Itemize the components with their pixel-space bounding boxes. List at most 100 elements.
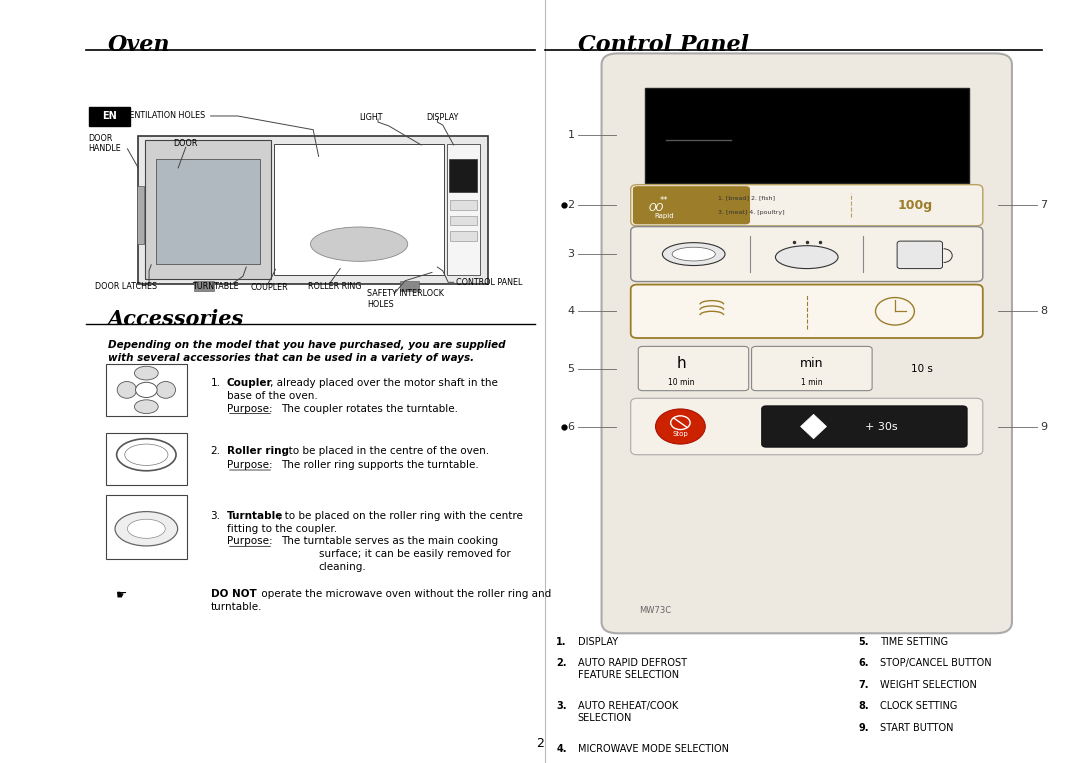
Text: Purpose:: Purpose: (227, 404, 272, 414)
Polygon shape (800, 414, 826, 439)
Text: Accessories: Accessories (108, 309, 244, 329)
Ellipse shape (311, 227, 408, 261)
Text: 7.: 7. (859, 680, 869, 690)
Text: 9.: 9. (859, 723, 869, 732)
Text: min: min (800, 356, 824, 369)
Ellipse shape (135, 366, 158, 380)
Text: TIME SETTING: TIME SETTING (880, 637, 948, 647)
Text: The turntable serves as the main cooking: The turntable serves as the main cooking (281, 536, 498, 546)
Ellipse shape (662, 243, 725, 266)
FancyBboxPatch shape (450, 215, 477, 225)
Text: 8: 8 (1040, 306, 1048, 317)
Text: DISPLAY: DISPLAY (427, 113, 459, 122)
FancyBboxPatch shape (138, 136, 488, 284)
Text: 5: 5 (568, 363, 575, 374)
Text: TURNTABLE: TURNTABLE (192, 282, 239, 291)
Text: START BUTTON: START BUTTON (880, 723, 954, 732)
FancyBboxPatch shape (631, 285, 983, 338)
Text: The roller ring supports the turntable.: The roller ring supports the turntable. (281, 460, 478, 470)
Text: 8.: 8. (859, 701, 869, 711)
Bar (645, 88, 969, 183)
Text: DOOR
HANDLE: DOOR HANDLE (89, 134, 121, 153)
Text: Stop: Stop (673, 431, 688, 437)
Text: Purpose:: Purpose: (227, 536, 272, 546)
Text: WEIGHT SELECTION: WEIGHT SELECTION (880, 680, 977, 690)
Text: 1.: 1. (211, 378, 220, 388)
FancyBboxPatch shape (449, 159, 477, 192)
Bar (106, 433, 187, 485)
Ellipse shape (135, 400, 158, 414)
Text: 3: 3 (568, 249, 575, 259)
Text: surface; it can be easily removed for: surface; it can be easily removed for (319, 549, 511, 559)
Text: AUTO RAPID DEFROST
FEATURE SELECTION: AUTO RAPID DEFROST FEATURE SELECTION (578, 658, 687, 680)
Text: 5.: 5. (859, 637, 869, 647)
FancyBboxPatch shape (631, 185, 983, 226)
Text: VENTILATION HOLES: VENTILATION HOLES (124, 111, 205, 121)
Bar (637, 346, 976, 391)
Text: 3.: 3. (211, 511, 220, 521)
Text: 4: 4 (567, 306, 575, 317)
FancyBboxPatch shape (602, 53, 1012, 633)
Ellipse shape (117, 439, 176, 471)
Text: CLOCK SETTING: CLOCK SETTING (880, 701, 958, 711)
Text: Turntable: Turntable (227, 511, 283, 521)
Text: , to be placed in the centre of the oven.: , to be placed in the centre of the oven… (282, 446, 489, 456)
FancyBboxPatch shape (274, 144, 444, 275)
Text: fitting to the coupler.: fitting to the coupler. (227, 524, 337, 534)
Text: MICROWAVE MODE SELECTION: MICROWAVE MODE SELECTION (578, 744, 729, 754)
Bar (106, 495, 187, 559)
Ellipse shape (157, 382, 175, 398)
Ellipse shape (775, 246, 838, 269)
FancyBboxPatch shape (145, 140, 271, 279)
Bar (137, 186, 144, 244)
Text: LIGHT: LIGHT (360, 113, 383, 122)
Text: SAFETY INTERLOCK
HOLES: SAFETY INTERLOCK HOLES (367, 289, 444, 309)
Text: 1. [bread] 2. [fish]: 1. [bread] 2. [fish] (718, 195, 775, 201)
Text: 100g: 100g (897, 198, 933, 212)
Text: 1 min: 1 min (801, 378, 823, 387)
FancyBboxPatch shape (631, 398, 983, 455)
FancyBboxPatch shape (752, 346, 873, 391)
Text: STOP/CANCEL BUTTON: STOP/CANCEL BUTTON (880, 658, 991, 668)
Text: 2.: 2. (211, 446, 220, 456)
Text: 7: 7 (1040, 200, 1048, 211)
Ellipse shape (125, 444, 168, 465)
FancyBboxPatch shape (638, 346, 748, 391)
FancyBboxPatch shape (447, 144, 480, 275)
FancyBboxPatch shape (633, 186, 750, 224)
Text: Roller ring: Roller ring (227, 446, 288, 456)
Text: MW73C: MW73C (639, 606, 672, 615)
Ellipse shape (127, 519, 165, 539)
Text: ☛: ☛ (117, 589, 127, 602)
Text: DISPLAY: DISPLAY (578, 637, 618, 647)
Text: Oven: Oven (108, 34, 171, 56)
Text: 6: 6 (568, 421, 575, 432)
Text: Control Panel: Control Panel (578, 34, 748, 56)
Text: , already placed over the motor shaft in the: , already placed over the motor shaft in… (270, 378, 498, 388)
Text: 10 min: 10 min (669, 378, 694, 387)
Text: 1: 1 (568, 130, 575, 140)
Circle shape (656, 409, 705, 444)
Bar (194, 281, 214, 291)
Text: EN: EN (102, 111, 117, 121)
Text: Coupler: Coupler (227, 378, 272, 388)
FancyBboxPatch shape (761, 406, 967, 447)
Text: DOOR LATCHES: DOOR LATCHES (95, 282, 158, 291)
Ellipse shape (118, 382, 136, 398)
Text: AUTO REHEAT/COOK
SELECTION: AUTO REHEAT/COOK SELECTION (578, 701, 678, 723)
Bar (400, 281, 419, 291)
Text: OO: OO (649, 203, 664, 213)
Circle shape (876, 298, 915, 325)
Text: 6.: 6. (859, 658, 869, 668)
Text: 9: 9 (1040, 421, 1048, 432)
Text: 2: 2 (536, 737, 544, 751)
Ellipse shape (116, 511, 177, 546)
FancyBboxPatch shape (450, 230, 477, 240)
Text: 2: 2 (567, 200, 575, 211)
Text: operate the microwave oven without the roller ring and: operate the microwave oven without the r… (258, 589, 552, 599)
Text: **: ** (660, 196, 669, 205)
Ellipse shape (672, 247, 715, 261)
Text: turntable.: turntable. (211, 602, 262, 612)
Text: Rapid: Rapid (654, 214, 674, 220)
Text: 1.: 1. (556, 637, 567, 647)
